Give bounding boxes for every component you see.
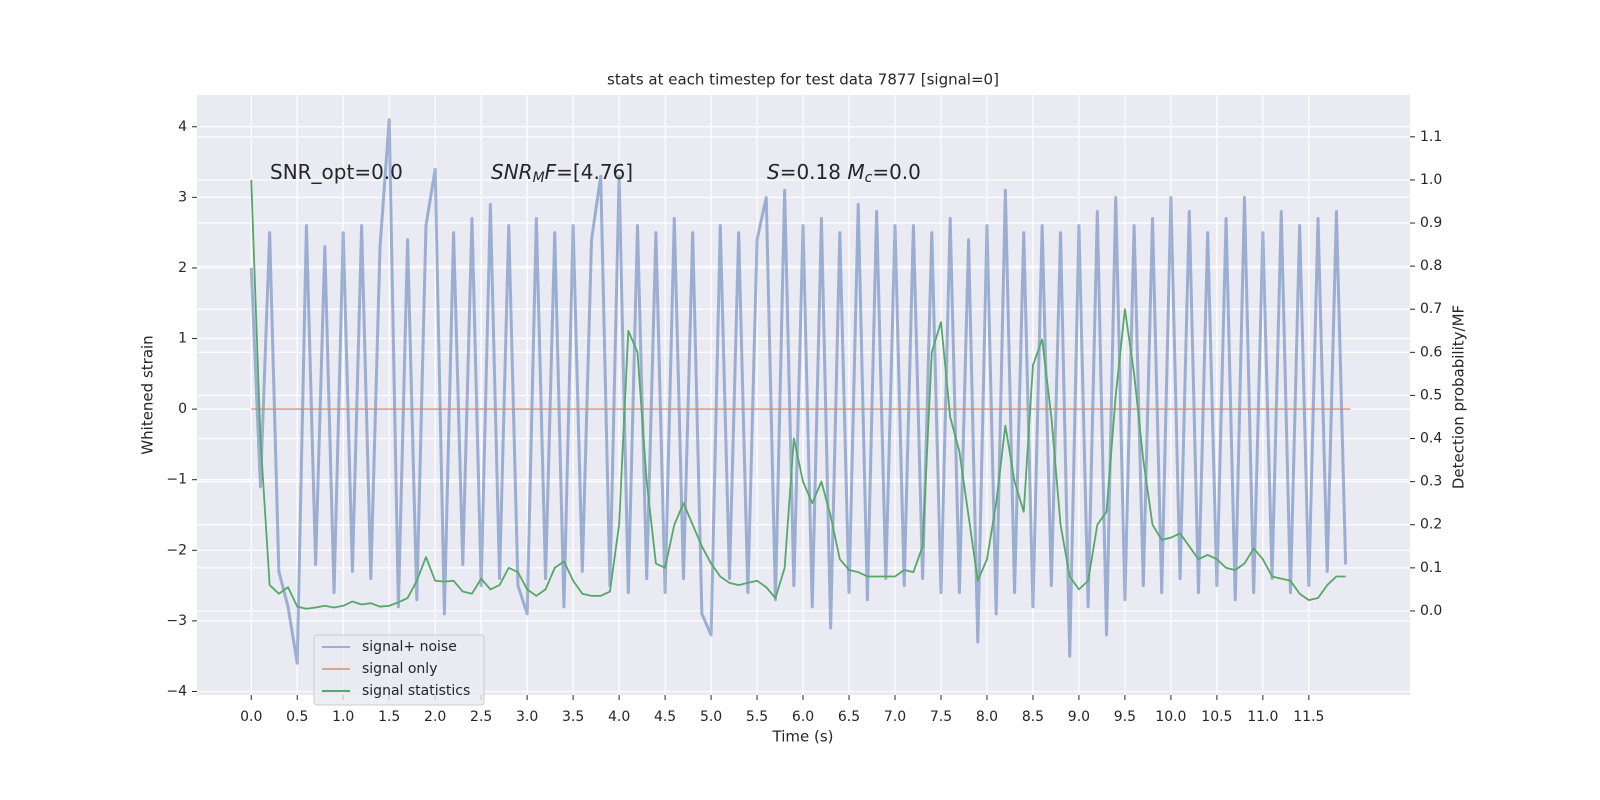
- x-tick-label: 9.0: [1068, 709, 1090, 725]
- annotation-part: M: [533, 170, 545, 186]
- y2-tick-label: 0.9: [1420, 215, 1442, 231]
- x-tick-label: 0.0: [240, 709, 262, 725]
- x-tick-label: 11.5: [1293, 709, 1324, 725]
- x-tick-label: 3.0: [516, 709, 538, 725]
- x-tick-label: 1.5: [378, 709, 400, 725]
- y2-tick-label: 0.0: [1420, 603, 1442, 619]
- x-tick-label: 6.5: [838, 709, 860, 725]
- x-tick-label: 7.0: [884, 709, 906, 725]
- legend-label: signal+ noise: [362, 639, 457, 655]
- y2-tick-label: 0.2: [1420, 517, 1442, 533]
- y2-tick-label: 1.0: [1420, 172, 1442, 188]
- annotation-part: S: [767, 160, 780, 184]
- annotation-part: F: [545, 160, 557, 184]
- y2-tick-label: 0.4: [1420, 431, 1442, 447]
- x-tick-label: 0.5: [286, 709, 308, 725]
- y2-tick-label: 1.1: [1420, 129, 1442, 145]
- x-tick-label: 11.0: [1247, 709, 1278, 725]
- annotation: SNRMF=[4.76]: [491, 160, 633, 187]
- y-tick-label: 2: [178, 260, 187, 276]
- chart-title: stats at each timestep for test data 787…: [607, 71, 999, 89]
- legend-label: signal statistics: [362, 683, 470, 699]
- annotation-part: =0.0: [872, 160, 921, 184]
- y2-tick-label: 0.6: [1420, 344, 1442, 360]
- x-tick-label: 8.5: [1022, 709, 1044, 725]
- annotation-part: SNR_opt=0.0: [270, 160, 403, 184]
- x-tick-label: 5.0: [700, 709, 722, 725]
- y-tick-label: −4: [166, 683, 187, 699]
- y-axis-label: Whitened strain: [139, 335, 157, 454]
- x-axis-label: Time (s): [772, 728, 834, 746]
- legend-box: [313, 634, 485, 706]
- y2-tick-label: 0.7: [1420, 301, 1442, 317]
- x-tick-label: 4.5: [654, 709, 676, 725]
- y2-tick-label: 0.8: [1420, 258, 1442, 274]
- y-tick-label: −2: [166, 542, 187, 558]
- x-tick-label: 10.0: [1155, 709, 1186, 725]
- series-line: [249, 118, 1348, 665]
- annotation: SNR_opt=0.0: [270, 160, 403, 184]
- x-tick-label: 8.0: [976, 709, 998, 725]
- annotation-part: M: [847, 160, 864, 184]
- y-tick-label: 4: [178, 119, 187, 135]
- y-tick-label: 1: [178, 331, 187, 347]
- x-tick-label: 9.5: [1114, 709, 1136, 725]
- annotation-part: =0.18: [780, 160, 848, 184]
- x-tick-label: 5.5: [746, 709, 768, 725]
- y2-tick-label: 0.1: [1420, 560, 1442, 576]
- annotation: S=0.18 Mc=0.0: [767, 160, 921, 187]
- y-tick-label: 3: [178, 189, 187, 205]
- y-tick-label: 0: [178, 401, 187, 417]
- legend-label: signal only: [362, 661, 437, 677]
- y-tick-label: −1: [166, 472, 187, 488]
- y2-tick-label: 0.5: [1420, 387, 1442, 403]
- x-tick-label: 4.0: [608, 709, 630, 725]
- annotation-part: =[4.76]: [556, 160, 633, 184]
- annotation-part: SNR: [491, 160, 533, 184]
- y2-tick-label: 0.3: [1420, 474, 1442, 490]
- y2-axis-label: Detection probability/MF: [1450, 305, 1468, 489]
- series-line: [250, 179, 1346, 610]
- x-tick-label: 7.5: [930, 709, 952, 725]
- x-tick-label: 6.0: [792, 709, 814, 725]
- y-tick-label: −3: [166, 613, 187, 629]
- annotation-part: c: [865, 170, 873, 186]
- x-tick-label: 2.5: [470, 709, 492, 725]
- x-tick-label: 1.0: [332, 709, 354, 725]
- x-tick-label: 2.0: [424, 709, 446, 725]
- x-tick-label: 10.5: [1201, 709, 1232, 725]
- x-tick-label: 3.5: [562, 709, 584, 725]
